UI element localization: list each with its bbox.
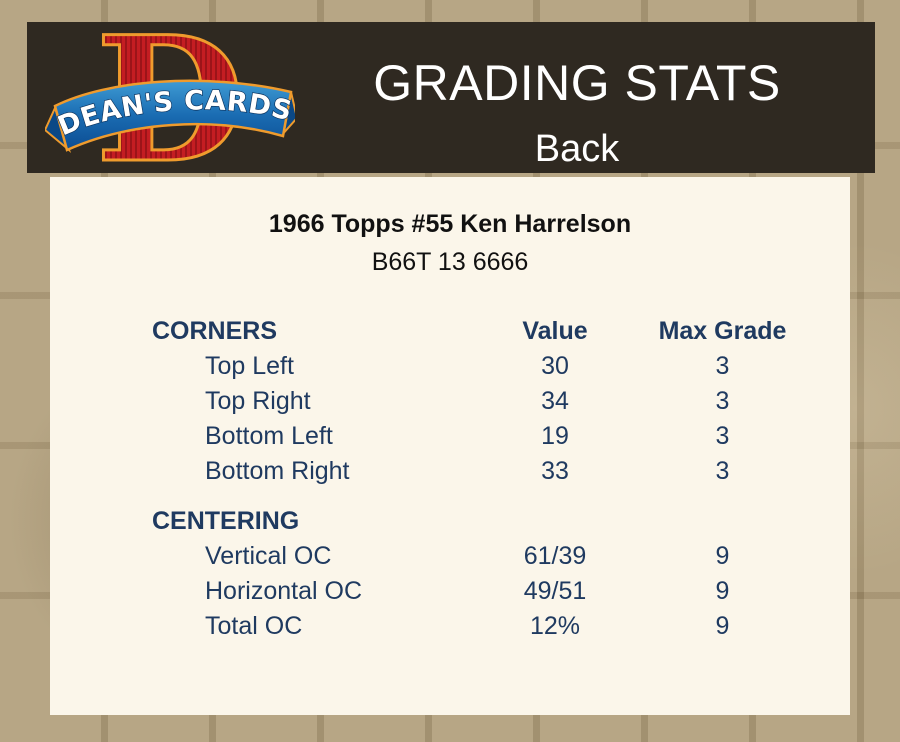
deans-cards-logo[interactable]: D DEAN'S CARDS (45, 30, 295, 168)
row-max-grade: 3 (715, 387, 730, 415)
table-row: Bottom Right 33 3 (152, 454, 850, 489)
table-row: Vertical OC 61/39 9 (152, 539, 850, 574)
row-label: Horizontal OC (205, 577, 362, 605)
page-title: GRADING STATS (373, 55, 781, 111)
header-titles: GRADING STATS Back (327, 54, 827, 172)
centering-header-row: CENTERING (152, 504, 850, 539)
row-value: 49/51 (523, 577, 587, 605)
max-grade-column-header: Max Grade (658, 317, 787, 345)
row-value: 33 (541, 457, 569, 485)
row-value: 34 (541, 387, 569, 415)
row-value: 30 (541, 352, 569, 380)
table-row: Top Left 30 3 (152, 349, 850, 384)
row-label: Total OC (205, 612, 303, 640)
header-bar: D DEAN'S CARDS GRADING STATS Back (27, 22, 875, 173)
table-row: Top Right 34 3 (152, 384, 850, 419)
table-row: Bottom Left 19 3 (152, 419, 850, 454)
row-max-grade: 3 (715, 457, 730, 485)
table-row: Total OC 12% 9 (152, 609, 850, 644)
row-label: Top Right (205, 387, 311, 415)
row-max-grade: 3 (715, 422, 730, 450)
centering-section-label: CENTERING (152, 507, 300, 535)
banner-ribbon (53, 79, 293, 152)
row-label: Bottom Right (205, 457, 350, 485)
row-max-grade: 9 (715, 577, 730, 605)
card-name: 1966 Topps #55 Ken Harrelson (268, 210, 632, 238)
row-max-grade: 9 (715, 612, 730, 640)
row-label: Vertical OC (205, 542, 332, 570)
row-value: 61/39 (523, 542, 587, 570)
table-row: Horizontal OC 49/51 9 (152, 574, 850, 609)
row-label: Bottom Left (205, 422, 333, 450)
corners-header-row: CORNERS Value Max Grade (152, 314, 850, 349)
corners-section-label: CORNERS (152, 317, 278, 345)
row-max-grade: 3 (715, 352, 730, 380)
row-label: Top Left (205, 352, 294, 380)
card-code: B66T 13 6666 (371, 248, 529, 276)
grading-stats-panel: 1966 Topps #55 Ken Harrelson B66T 13 666… (50, 177, 850, 715)
row-max-grade: 9 (715, 542, 730, 570)
row-value: 19 (541, 422, 569, 450)
row-value: 12% (529, 612, 581, 640)
card-side-label: Back (534, 128, 620, 170)
grading-table: CORNERS Value Max Grade Top Left 30 3 To… (50, 314, 850, 644)
value-column-header: Value (522, 317, 588, 345)
